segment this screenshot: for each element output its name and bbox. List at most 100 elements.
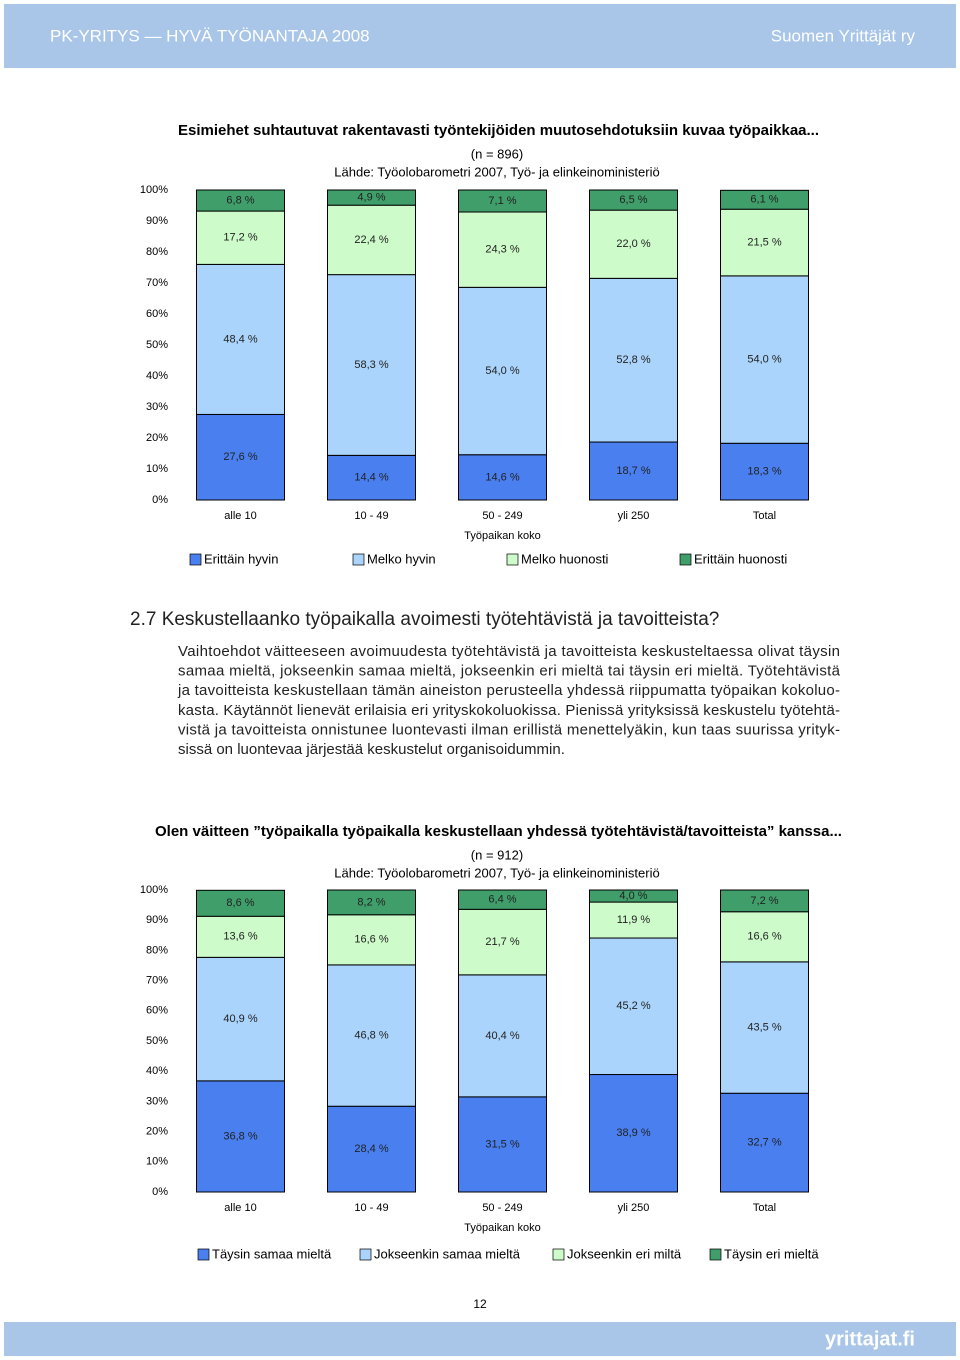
bar-segment [720, 1092, 809, 1193]
legend-label: Melko hyvin [367, 551, 436, 566]
legend-label: Erittäin hyvin [204, 551, 278, 566]
chart-title: Esimiehet suhtautuvat rakentavasti työnt… [178, 122, 819, 139]
y-tick-label: 100% [140, 884, 168, 896]
bar-segment [458, 211, 547, 288]
bar-segment [720, 911, 809, 963]
bar-segment [458, 1096, 547, 1193]
bar-segment [589, 937, 678, 1076]
value-label: 18,3 % [747, 466, 781, 478]
value-label: 21,5 % [747, 236, 781, 248]
legend-swatch [352, 553, 365, 566]
bar-segment [458, 189, 547, 213]
value-label: 24,3 % [485, 244, 519, 256]
bar-segment [720, 961, 809, 1094]
value-label: 45,2 % [616, 1000, 650, 1012]
y-tick-label: 80% [146, 246, 168, 258]
bar-segment [196, 956, 285, 1082]
legend-label: Melko huonosti [521, 551, 609, 566]
paragraph-line: vistä ja tavoitteista onnistunee luontev… [178, 721, 840, 738]
section-heading: 2.7 Keskustellaanko työpaikalla avoimest… [130, 609, 719, 630]
value-label: 4,0 % [619, 890, 647, 902]
bar-segment [327, 274, 416, 456]
x-tick-label: 10 - 49 [354, 510, 388, 522]
legend-label: Täysin samaa mieltä [212, 1246, 332, 1261]
page-number: 12 [473, 1297, 487, 1311]
y-tick-label: 10% [146, 463, 168, 475]
bar-segment [720, 442, 809, 501]
y-tick-label: 20% [146, 1126, 168, 1138]
x-tick-label: Total [753, 510, 776, 522]
value-label: 18,7 % [616, 465, 650, 477]
bar-segment [327, 964, 416, 1107]
value-label: 16,6 % [747, 931, 781, 943]
header-right: Suomen Yrittäjät ry [771, 26, 916, 45]
y-tick-label: 70% [146, 975, 168, 987]
bar-segment [327, 914, 416, 966]
value-label: 48,4 % [223, 333, 257, 345]
chart-subtitle: (n = 912) [471, 847, 523, 862]
value-label: 6,8 % [226, 194, 254, 206]
y-tick-label: 70% [146, 277, 168, 289]
paragraph-line: ja tavoitteista keskustellaan tämän aine… [177, 682, 840, 699]
value-label: 52,8 % [616, 354, 650, 366]
legend-swatch [709, 1248, 722, 1261]
header-left: PK-YRITYS — HYVÄ TYÖNANTAJA 2008 [50, 26, 370, 45]
value-label: 4,9 % [357, 192, 385, 204]
paragraph-line: samaa mieltä, jokseenkin samaa mieltä, j… [178, 663, 841, 680]
x-tick-label: Total [753, 1202, 776, 1214]
legend-swatch [359, 1248, 372, 1261]
y-tick-label: 60% [146, 1005, 168, 1017]
x-axis-label: Työpaikan koko [464, 1222, 540, 1234]
legend-swatch [189, 553, 202, 566]
bar-segment [196, 210, 285, 265]
value-label: 8,2 % [357, 896, 385, 908]
y-tick-label: 0% [152, 494, 168, 506]
value-label: 32,7 % [747, 1137, 781, 1149]
legend-swatch [506, 553, 519, 566]
y-tick-label: 10% [146, 1156, 168, 1168]
value-label: 8,6 % [226, 897, 254, 909]
bar-segment [589, 1074, 678, 1193]
paragraph-line: Vaihtoehdot väitteeseen avoimuudesta työ… [178, 643, 840, 660]
y-tick-label: 50% [146, 339, 168, 351]
value-label: 7,1 % [488, 195, 516, 207]
value-label: 22,4 % [354, 234, 388, 246]
x-tick-label: yli 250 [618, 1202, 650, 1214]
value-label: 28,4 % [354, 1143, 388, 1155]
value-label: 31,5 % [485, 1138, 519, 1150]
bar-segment [327, 1105, 416, 1193]
bar-segment [720, 208, 809, 277]
chart-title: Olen väitteen ”työpaikalla työpaikalla k… [155, 823, 842, 840]
legend-label: Jokseenkin eri miltä [567, 1246, 682, 1261]
footer-bar [4, 1322, 956, 1356]
legend-swatch [197, 1248, 210, 1261]
bar-segment [720, 189, 809, 210]
value-label: 6,5 % [619, 194, 647, 206]
value-label: 46,8 % [354, 1029, 388, 1041]
bar-segment [327, 889, 416, 916]
x-tick-label: 10 - 49 [354, 1202, 388, 1214]
paragraph-line: kasta. Käytännöt lienevät erilaisia eri … [178, 702, 840, 719]
value-label: 13,6 % [223, 931, 257, 943]
value-label: 14,6 % [485, 471, 519, 483]
value-label: 40,4 % [485, 1030, 519, 1042]
legend-label: Täysin eri mieltä [724, 1246, 819, 1261]
bar-segment [720, 275, 809, 444]
y-tick-label: 90% [146, 914, 168, 926]
legend-swatch [679, 553, 692, 566]
value-label: 54,0 % [485, 365, 519, 377]
value-label: 16,6 % [354, 934, 388, 946]
y-tick-label: 30% [146, 401, 168, 413]
chart-subtitle: (n = 896) [471, 146, 523, 161]
value-label: 6,4 % [488, 894, 516, 906]
x-tick-label: alle 10 [224, 1202, 256, 1214]
value-label: 54,0 % [747, 353, 781, 365]
value-label: 14,4 % [354, 472, 388, 484]
value-label: 58,3 % [354, 359, 388, 371]
value-label: 7,2 % [750, 895, 778, 907]
y-tick-label: 40% [146, 370, 168, 382]
y-tick-label: 30% [146, 1095, 168, 1107]
legend-label: Jokseenkin samaa mieltä [374, 1246, 521, 1261]
bar-segment [196, 889, 285, 917]
